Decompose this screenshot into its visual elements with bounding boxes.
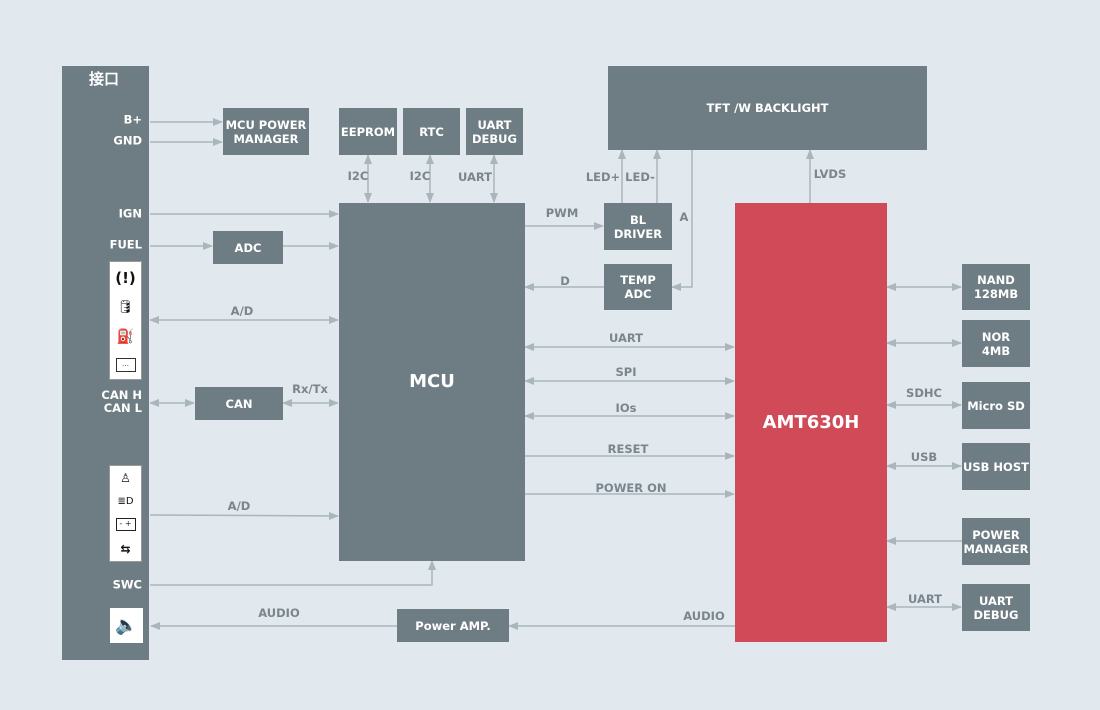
label-uart: UART [608,331,644,345]
label-spi: SPI [615,365,637,379]
label-pwm: PWM [545,206,579,220]
label-uart-mcu: UART [457,170,493,184]
pin-bplus: B+ [123,112,142,127]
pin-can: CAN H CAN L [101,388,142,415]
label-ad1: A/D [230,304,254,318]
nand-block: NAND 128MB [962,264,1030,310]
amt630h-block: AMT630H [735,203,887,642]
headlight-icon: ≣D [117,496,134,508]
brake-warning-icon: (!) [115,268,136,287]
adc-block: ADC [213,231,283,264]
seatbelt-icon: ♙ [120,471,131,486]
mcu-block: MCU [339,203,525,561]
speaker-icon: 🔈 [110,608,143,643]
can-block: CAN [195,387,283,420]
pin-fuel: FUEL [109,237,142,252]
uart-debug-mcu-block: UART DEBUG [466,108,523,155]
label-audio-right: AUDIO [683,609,725,623]
pin-swc: SWC [112,577,142,592]
display-icon: … [115,358,136,373]
microsd-block: Micro SD [962,382,1030,429]
line-a [671,149,693,291]
pin-ign: IGN [118,206,142,221]
power-manager-block: POWER MANAGER [962,518,1030,565]
label-lvds: LVDS [813,167,847,181]
label-i2c-1: I2C [347,169,369,183]
turn-signal-icon: ⇆ [120,541,131,556]
label-ios: IOs [615,401,637,415]
label-sdhc: SDHC [906,386,942,400]
line-ad2 [149,511,339,520]
uart-debug-amt-block: UART DEBUG [962,584,1030,631]
eeprom-block: EEPROM [339,108,397,155]
label-rxtx: Rx/Tx [292,382,328,396]
oil-can-icon: 🛢 [117,300,134,316]
label-d: D [560,274,570,288]
warning-icons-group-1: (!) 🛢 ⛽ … [109,261,142,380]
tft-block: TFT /W BACKLIGHT [608,66,927,150]
label-led-minus: LED- [625,170,655,184]
temp-adc-block: TEMP ADC [604,264,672,310]
battery-icon: - + [115,517,136,531]
label-power-on: POWER ON [595,481,667,495]
label-audio-left: AUDIO [258,606,300,620]
usb-host-block: USB HOST [962,443,1030,490]
label-reset: RESET [607,442,649,456]
label-usb: USB [910,450,938,464]
label-ad2: A/D [227,499,251,513]
fuel-pump-icon: ⛽ [116,328,135,345]
line-swc [150,560,436,586]
nor-block: NOR 4MB [962,320,1030,367]
warning-icons-group-2: ♙ ≣D - + ⇆ [109,465,142,562]
bl-driver-block: BL DRIVER [604,203,672,250]
label-led-plus: LED+ [585,170,621,184]
power-amp-block: Power AMP. [397,609,509,642]
rtc-block: RTC [403,108,460,155]
pin-gnd: GND [113,133,142,148]
label-uart-amt: UART [907,592,943,606]
label-i2c-2: I2C [409,169,431,183]
mcu-power-manager-block: MCU POWER MANAGER [223,108,309,155]
label-a: A [679,210,689,224]
interface-title: 接口 [89,70,120,88]
